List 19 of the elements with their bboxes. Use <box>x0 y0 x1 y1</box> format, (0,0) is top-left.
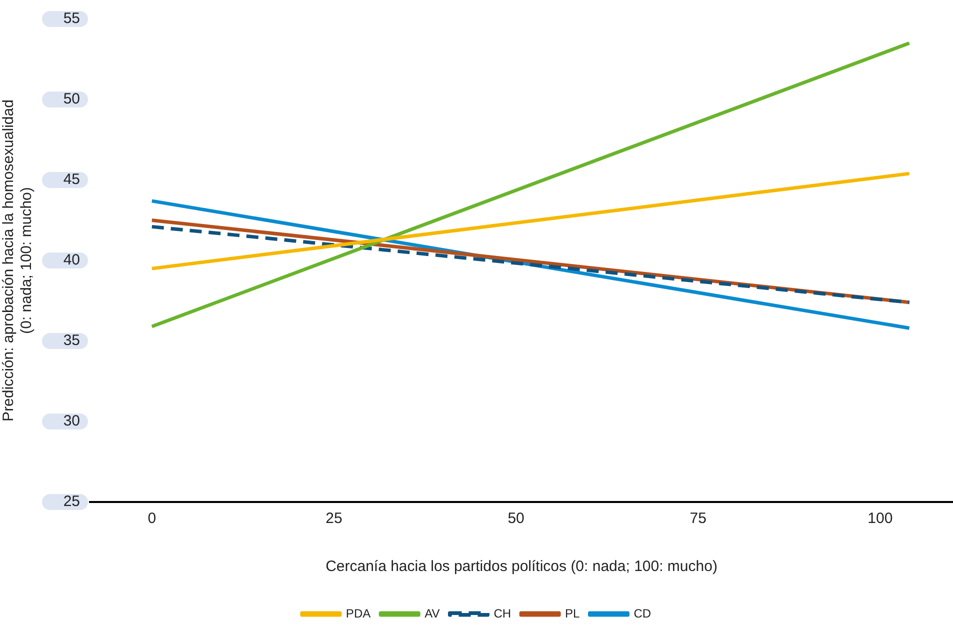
y-tick-label: 45 <box>63 171 80 188</box>
legend-label: CD <box>634 606 652 620</box>
y-tick-label: 50 <box>63 90 80 108</box>
legend-label: PDA <box>346 606 371 620</box>
x-tick-label: 0 <box>148 510 156 528</box>
legend-label: AV <box>424 606 440 620</box>
x-tick-label: 50 <box>508 510 524 528</box>
x-tick-label: 25 <box>326 510 342 528</box>
legend-label: CH <box>494 606 512 620</box>
y-tick-label: 40 <box>63 252 80 269</box>
legend-label: PL <box>565 606 580 620</box>
y-tick-label: 30 <box>63 412 80 430</box>
y-tick-label: 55 <box>63 10 80 28</box>
x-tick-label: 100 <box>868 510 893 528</box>
y-axis-title: Predicción: aprobación hacia la homosexualidad (0: nada; 100: mucho) <box>0 100 36 422</box>
y-tick-label: 25 <box>63 493 80 510</box>
x-axis-title: Cercanía hacia los partidos políticos (0: nada; 100: mucho) <box>326 558 718 576</box>
x-tick-label: 75 <box>690 510 706 528</box>
y-tick-label: 35 <box>63 332 80 350</box>
